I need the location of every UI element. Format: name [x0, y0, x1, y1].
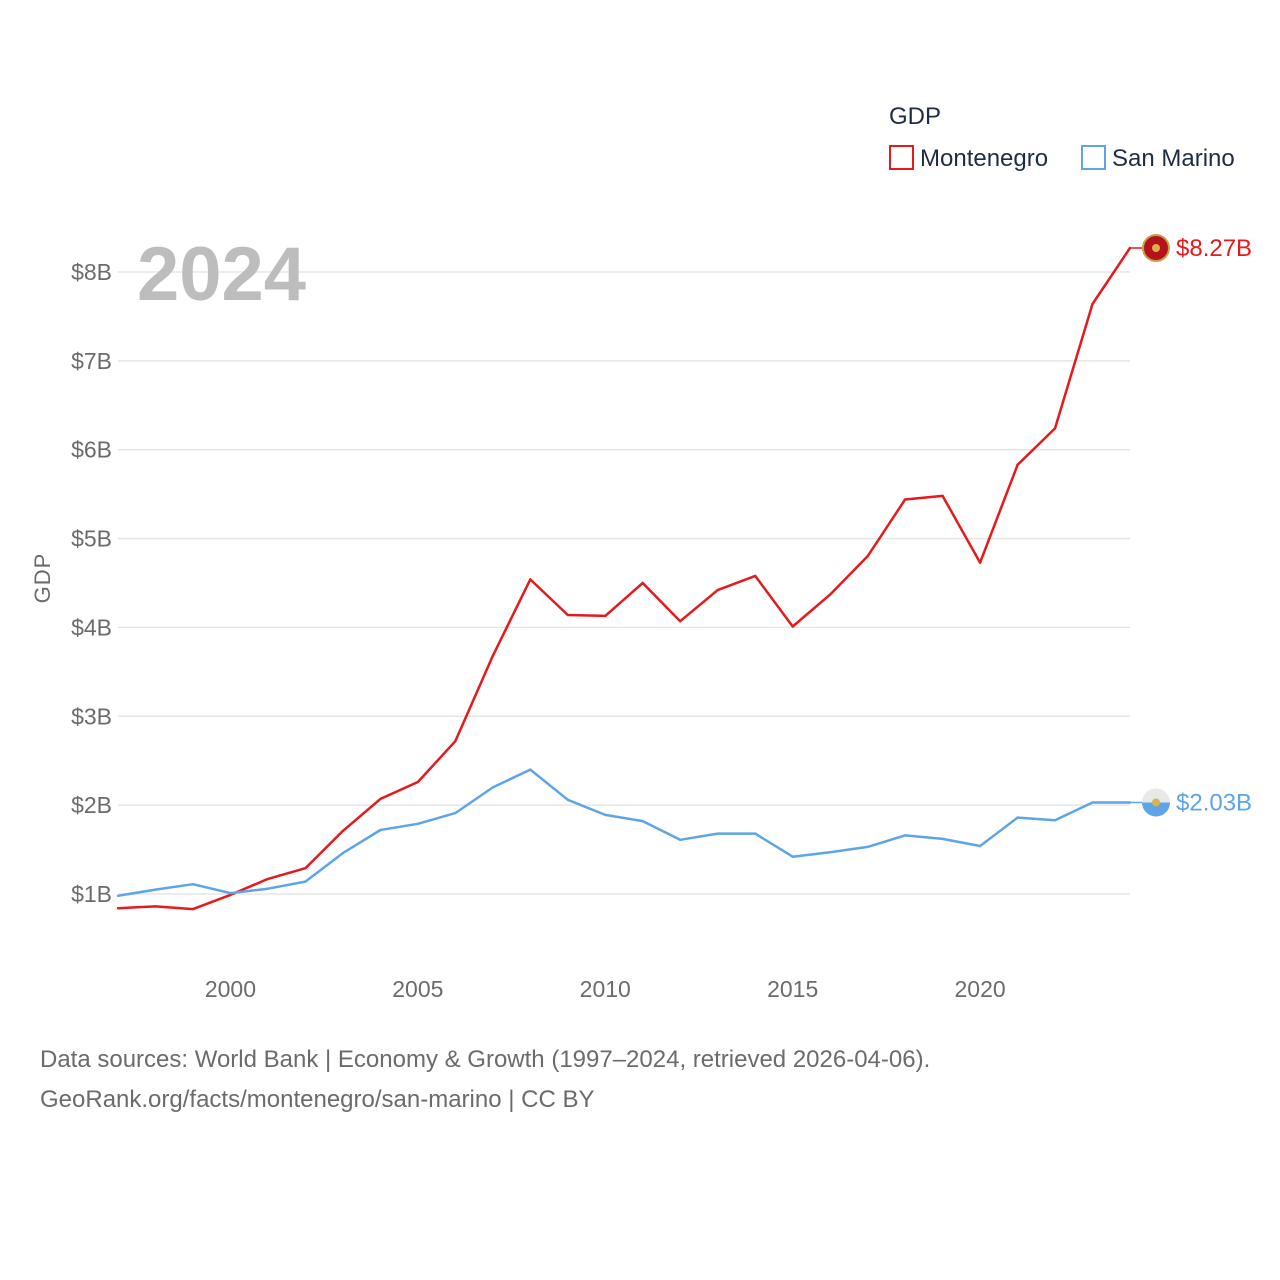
x-tick-label: 2015: [767, 976, 818, 1002]
end-value-label: $2.03B: [1176, 789, 1252, 816]
data-point: [229, 891, 232, 895]
series-line-san-marino: [117, 768, 1130, 898]
data-point: [491, 786, 495, 789]
data-point: [941, 837, 944, 841]
data-point: [266, 877, 270, 881]
data-point: [341, 851, 345, 855]
data-point: [716, 588, 719, 592]
data-point: [304, 867, 307, 870]
y-tick-label: $6B: [71, 437, 112, 463]
legend-swatch: [1081, 145, 1106, 170]
legend-item-san-marino[interactable]: San Marino: [1081, 145, 1235, 172]
data-point: [229, 893, 232, 897]
data-point: [716, 832, 719, 835]
data-point: [154, 905, 157, 908]
legend-swatch: [889, 145, 914, 170]
year-stamp: 2024: [137, 232, 306, 317]
source-line-1: Data sources: World Bank | Economy & Gro…: [40, 1046, 931, 1073]
y-tick-label: $4B: [71, 614, 112, 640]
end-value-label: $8.27B: [1176, 235, 1252, 262]
x-axis-ticks: 2000 2005 2010 2015 2020: [205, 976, 1006, 1002]
series-line-montenegro: [117, 247, 1132, 911]
data-point: [191, 883, 195, 886]
data-point: [753, 832, 757, 835]
y-tick-label: $8B: [71, 259, 112, 285]
data-point: [379, 797, 382, 801]
data-point: [679, 838, 682, 841]
y-tick-label: $3B: [71, 703, 112, 729]
data-point: [116, 894, 120, 897]
data-point: [416, 780, 420, 784]
data-point: [641, 819, 644, 823]
data-point: [1091, 302, 1094, 306]
y-axis-ticks: $1B $2B $3B $4B $5B $6B $7B $8B: [71, 259, 112, 907]
data-point: [828, 593, 832, 596]
legend-label: San Marino: [1112, 145, 1235, 172]
data-point: [454, 811, 457, 815]
data-point: [529, 578, 532, 581]
data-point: [416, 822, 420, 826]
san-marino-flag-icon: [1142, 788, 1170, 817]
data-point: [641, 581, 644, 585]
y-tick-label: $2B: [71, 792, 112, 818]
data-point: [454, 739, 457, 743]
data-point: [903, 498, 907, 501]
data-point: [791, 855, 794, 858]
series-lines: [116, 246, 1132, 911]
data-point: [978, 844, 982, 848]
data-point: [941, 494, 944, 498]
data-point: [304, 880, 307, 883]
data-point: [791, 625, 794, 628]
y-tick-label: $7B: [71, 348, 112, 374]
data-point: [154, 888, 157, 891]
x-tick-label: 2020: [954, 976, 1005, 1002]
legend-title: GDP: [889, 103, 941, 130]
y-tick-label: $1B: [71, 881, 112, 907]
data-point: [191, 907, 195, 911]
data-point: [1053, 819, 1057, 822]
gdp-line-chart: $1B $2B $3B $4B $5B $6B $7B $8B 2000 2005 2010 201…: [30, 103, 1252, 1002]
gridlines: [118, 271, 1130, 895]
data-point: [866, 845, 869, 849]
series-end-markers: $8.27B $2.03B: [1130, 234, 1252, 817]
data-point: [866, 555, 869, 558]
montenegro-flag-icon: [1142, 234, 1170, 263]
y-axis-title: GDP: [30, 553, 55, 604]
legend: GDP Montenegro San Marino: [889, 103, 1235, 172]
data-point: [903, 834, 907, 837]
source-note: Data sources: World Bank | Economy & Gro…: [40, 1040, 930, 1120]
x-tick-label: 2005: [392, 976, 443, 1002]
data-point: [266, 887, 270, 890]
source-line-2: GeoRank.org/facts/montenegro/san-marino …: [40, 1086, 595, 1113]
data-point: [566, 798, 569, 802]
data-point: [604, 614, 607, 618]
data-point: [1016, 816, 1019, 819]
data-point: [341, 829, 345, 833]
data-point: [379, 828, 382, 832]
data-point: [116, 907, 120, 910]
x-tick-label: 2000: [205, 976, 256, 1002]
legend-item-montenegro[interactable]: Montenegro: [889, 145, 1048, 172]
data-point: [753, 574, 757, 578]
data-point: [679, 620, 682, 623]
y-tick-label: $5B: [71, 526, 112, 552]
data-point: [1016, 463, 1019, 467]
data-point: [529, 768, 532, 771]
legend-label: Montenegro: [920, 145, 1048, 172]
x-tick-label: 2010: [580, 976, 631, 1002]
data-point: [1091, 801, 1094, 804]
data-point: [1053, 427, 1057, 430]
data-point: [566, 613, 569, 617]
data-point: [604, 813, 607, 817]
data-point: [978, 561, 982, 564]
data-point: [828, 851, 832, 854]
data-point: [491, 654, 495, 658]
